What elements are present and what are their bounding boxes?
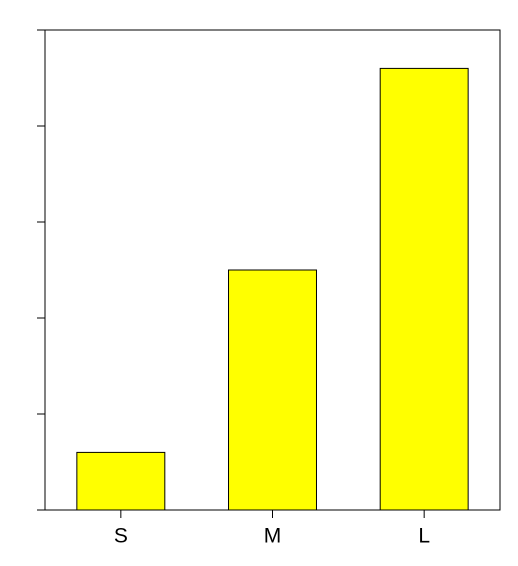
x-tick-label: M bbox=[264, 524, 282, 547]
bar bbox=[380, 68, 468, 510]
bar bbox=[229, 270, 317, 510]
bar-chart: SML bbox=[0, 0, 518, 566]
x-tick-label: L bbox=[418, 524, 430, 547]
bar bbox=[77, 452, 165, 510]
x-tick-label: S bbox=[114, 524, 128, 547]
